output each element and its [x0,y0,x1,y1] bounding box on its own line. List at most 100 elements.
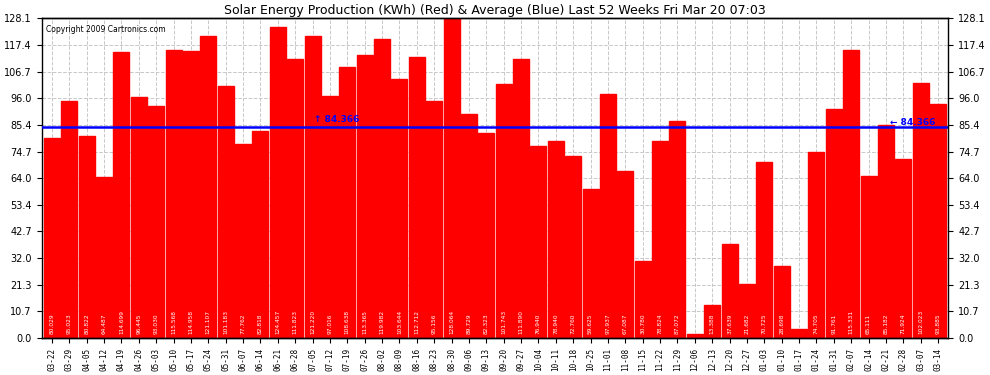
Text: 80.822: 80.822 [84,314,89,334]
Text: 21.682: 21.682 [744,314,749,334]
Bar [148,106,164,338]
Text: 78.940: 78.940 [553,314,558,334]
Text: 114.699: 114.699 [119,310,124,334]
Bar [391,80,408,338]
Bar [235,144,251,338]
Bar [444,18,459,338]
Text: Copyright 2009 Cartronics.com: Copyright 2009 Cartronics.com [47,25,165,34]
Text: 89.729: 89.729 [466,314,471,334]
Bar [270,27,286,338]
Text: 78.824: 78.824 [657,314,662,334]
Bar [409,57,425,338]
Text: 65.111: 65.111 [866,314,871,334]
Bar [860,176,876,338]
Text: 91.761: 91.761 [832,314,837,334]
Bar [61,101,77,338]
Text: 70.725: 70.725 [762,314,767,334]
Bar [183,51,199,338]
Bar [496,84,512,338]
Bar [96,177,112,338]
Bar [78,136,95,338]
Title: Solar Energy Production (KWh) (Red) & Average (Blue) Last 52 Weeks Fri Mar 20 07: Solar Energy Production (KWh) (Red) & Av… [224,4,766,17]
Text: 124.457: 124.457 [275,310,280,334]
Text: 103.644: 103.644 [397,310,402,334]
Bar [200,36,216,338]
Text: 77.762: 77.762 [241,314,246,334]
Text: 115.568: 115.568 [171,310,176,334]
Text: 111.890: 111.890 [519,310,524,334]
Text: 71.924: 71.924 [901,314,906,334]
Text: 93.885: 93.885 [936,314,940,334]
Text: 74.705: 74.705 [814,314,819,334]
Text: 87.072: 87.072 [675,314,680,334]
Text: 97.937: 97.937 [606,314,611,334]
Bar [131,98,147,338]
Text: 95.023: 95.023 [66,314,72,334]
Bar [582,189,599,338]
Text: ← 84.366: ← 84.366 [889,118,935,128]
Bar [913,83,929,338]
Bar [114,52,130,338]
Bar [340,67,355,338]
Bar [356,55,372,338]
Text: 95.156: 95.156 [432,314,437,334]
Bar [895,159,912,338]
Text: 121.220: 121.220 [310,310,315,334]
Bar [305,36,321,338]
Bar [322,96,338,338]
Text: 13.388: 13.388 [710,314,715,334]
Bar [635,261,650,338]
Bar [652,141,668,338]
Text: 114.958: 114.958 [188,310,193,334]
Bar [756,162,772,338]
Text: 121.107: 121.107 [206,310,211,334]
Bar [843,50,859,338]
Text: 67.087: 67.087 [623,314,628,334]
Bar [531,146,546,338]
Text: 93.030: 93.030 [153,314,158,334]
Text: 97.016: 97.016 [328,314,333,334]
Text: 101.183: 101.183 [223,310,228,334]
Bar [704,304,720,338]
Bar [165,50,181,338]
Bar [44,138,60,338]
Bar [252,131,268,338]
Text: 108.638: 108.638 [345,310,349,334]
Bar [218,86,234,338]
Bar [427,100,443,338]
Text: 37.639: 37.639 [727,314,732,334]
Bar [826,109,842,338]
Bar [461,114,477,338]
Text: 76.940: 76.940 [536,314,541,334]
Text: 115.331: 115.331 [848,310,853,334]
Text: 59.625: 59.625 [588,314,593,334]
Bar [565,156,581,338]
Text: 96.445: 96.445 [137,314,142,334]
Bar [930,104,946,338]
Bar [687,334,703,338]
Bar [791,329,807,338]
Text: 30.780: 30.780 [641,314,645,334]
Text: 128.064: 128.064 [449,310,454,334]
Bar [618,171,634,338]
Bar [739,284,755,338]
Text: 72.760: 72.760 [570,314,576,334]
Text: 112.712: 112.712 [414,310,420,334]
Bar [669,121,685,338]
Bar [774,266,790,338]
Text: 82.818: 82.818 [258,314,263,334]
Text: 80.029: 80.029 [50,314,54,334]
Bar [287,59,303,338]
Bar [600,94,616,338]
Text: 102.023: 102.023 [918,310,924,334]
Bar [478,132,494,338]
Bar [722,244,738,338]
Text: 101.743: 101.743 [501,310,506,334]
Text: 64.487: 64.487 [102,314,107,334]
Text: 111.823: 111.823 [293,310,298,334]
Text: 113.365: 113.365 [362,310,367,334]
Bar [374,39,390,338]
Bar [809,152,825,338]
Bar [878,125,894,338]
Text: 82.323: 82.323 [484,314,489,334]
